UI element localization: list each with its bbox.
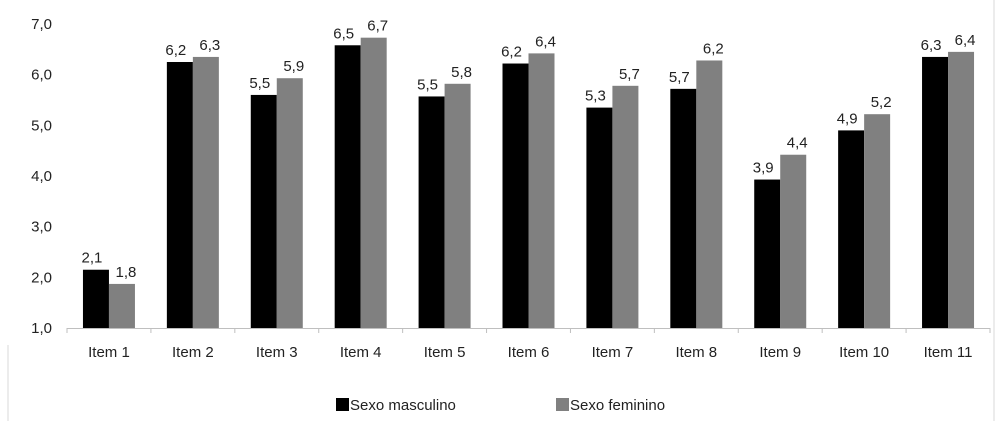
bar <box>754 179 781 328</box>
bars <box>82 37 975 329</box>
data-label: 6,3 <box>199 37 220 54</box>
data-label: 5,5 <box>249 75 270 92</box>
x-tick-label: Item 8 <box>675 344 717 361</box>
bar <box>360 37 387 329</box>
x-tick-label: Item 9 <box>759 344 801 361</box>
data-label: 6,4 <box>955 32 976 49</box>
bar <box>276 78 303 328</box>
data-label: 6,2 <box>703 40 724 57</box>
bar <box>418 96 445 328</box>
y-tick-label: 2,0 <box>31 269 52 286</box>
data-labels: 2,1 1,8 6,2 6,3 5,5 5,9 6,5 6,7 5,5 5,8 6,2 6,4 5,3 5… <box>82 18 976 281</box>
legend-swatch <box>336 398 349 411</box>
bar <box>250 94 277 328</box>
legend: Sexo masculino Sexo feminino <box>336 397 665 414</box>
data-label: 5,2 <box>871 94 892 111</box>
bar <box>528 53 555 329</box>
x-tick-label: Item 10 <box>839 344 889 361</box>
data-label: 6,4 <box>535 33 556 50</box>
y-tick-label: 5,0 <box>31 117 52 134</box>
bar <box>670 88 697 328</box>
bar <box>108 283 135 328</box>
y-axis: 1,0 2,0 3,0 4,0 5,0 6,0 7,0 <box>31 16 52 337</box>
data-label: 3,9 <box>753 160 774 177</box>
x-tick-label: Item 4 <box>340 344 382 361</box>
bar <box>82 269 109 328</box>
bar <box>166 62 193 328</box>
x-tick-label: Item 7 <box>592 344 634 361</box>
bar <box>696 60 723 328</box>
x-tick-label: Item 3 <box>256 344 298 361</box>
x-tick-label: Item 11 <box>924 344 973 361</box>
bar <box>502 63 529 329</box>
bar <box>586 107 613 328</box>
bar <box>948 51 975 328</box>
data-label: 5,9 <box>283 58 304 75</box>
x-tick-label: Item 6 <box>508 344 550 361</box>
data-label: 5,5 <box>417 76 438 93</box>
x-tick-label: Item 1 <box>88 344 130 361</box>
data-label: 4,9 <box>837 110 858 127</box>
y-tick-label: 7,0 <box>31 16 52 33</box>
x-tick-label: Item 5 <box>424 344 466 361</box>
data-label: 1,8 <box>116 264 137 281</box>
data-label: 2,1 <box>82 250 103 267</box>
bar <box>334 45 361 328</box>
y-tick-label: 1,0 <box>31 320 52 337</box>
bar <box>922 56 949 328</box>
legend-swatch <box>556 398 569 411</box>
y-tick-label: 4,0 <box>31 168 52 185</box>
bar <box>192 56 219 328</box>
x-axis: Item 1 Item 2 Item 3 Item 4 Item 5 Item 6 Item… <box>66 328 991 361</box>
x-tick-label: Item 2 <box>172 344 214 361</box>
data-label: 6,5 <box>333 25 354 42</box>
data-label: 5,7 <box>669 69 690 86</box>
data-label: 6,3 <box>921 37 942 54</box>
data-label: 4,4 <box>787 135 808 152</box>
bar <box>780 154 807 328</box>
data-label: 6,2 <box>501 44 522 61</box>
bar <box>444 83 471 328</box>
y-tick-label: 6,0 <box>31 67 52 84</box>
data-label: 5,8 <box>451 64 472 81</box>
legend-label: Sexo masculino <box>350 397 456 414</box>
bar <box>864 114 891 328</box>
data-label: 6,2 <box>165 42 186 59</box>
legend-label: Sexo feminino <box>570 397 665 414</box>
data-label: 6,7 <box>367 18 388 35</box>
bar <box>612 85 639 329</box>
data-label: 5,7 <box>619 66 640 83</box>
data-label: 5,3 <box>585 88 606 105</box>
y-tick-label: 3,0 <box>31 219 52 236</box>
bar <box>838 130 865 328</box>
